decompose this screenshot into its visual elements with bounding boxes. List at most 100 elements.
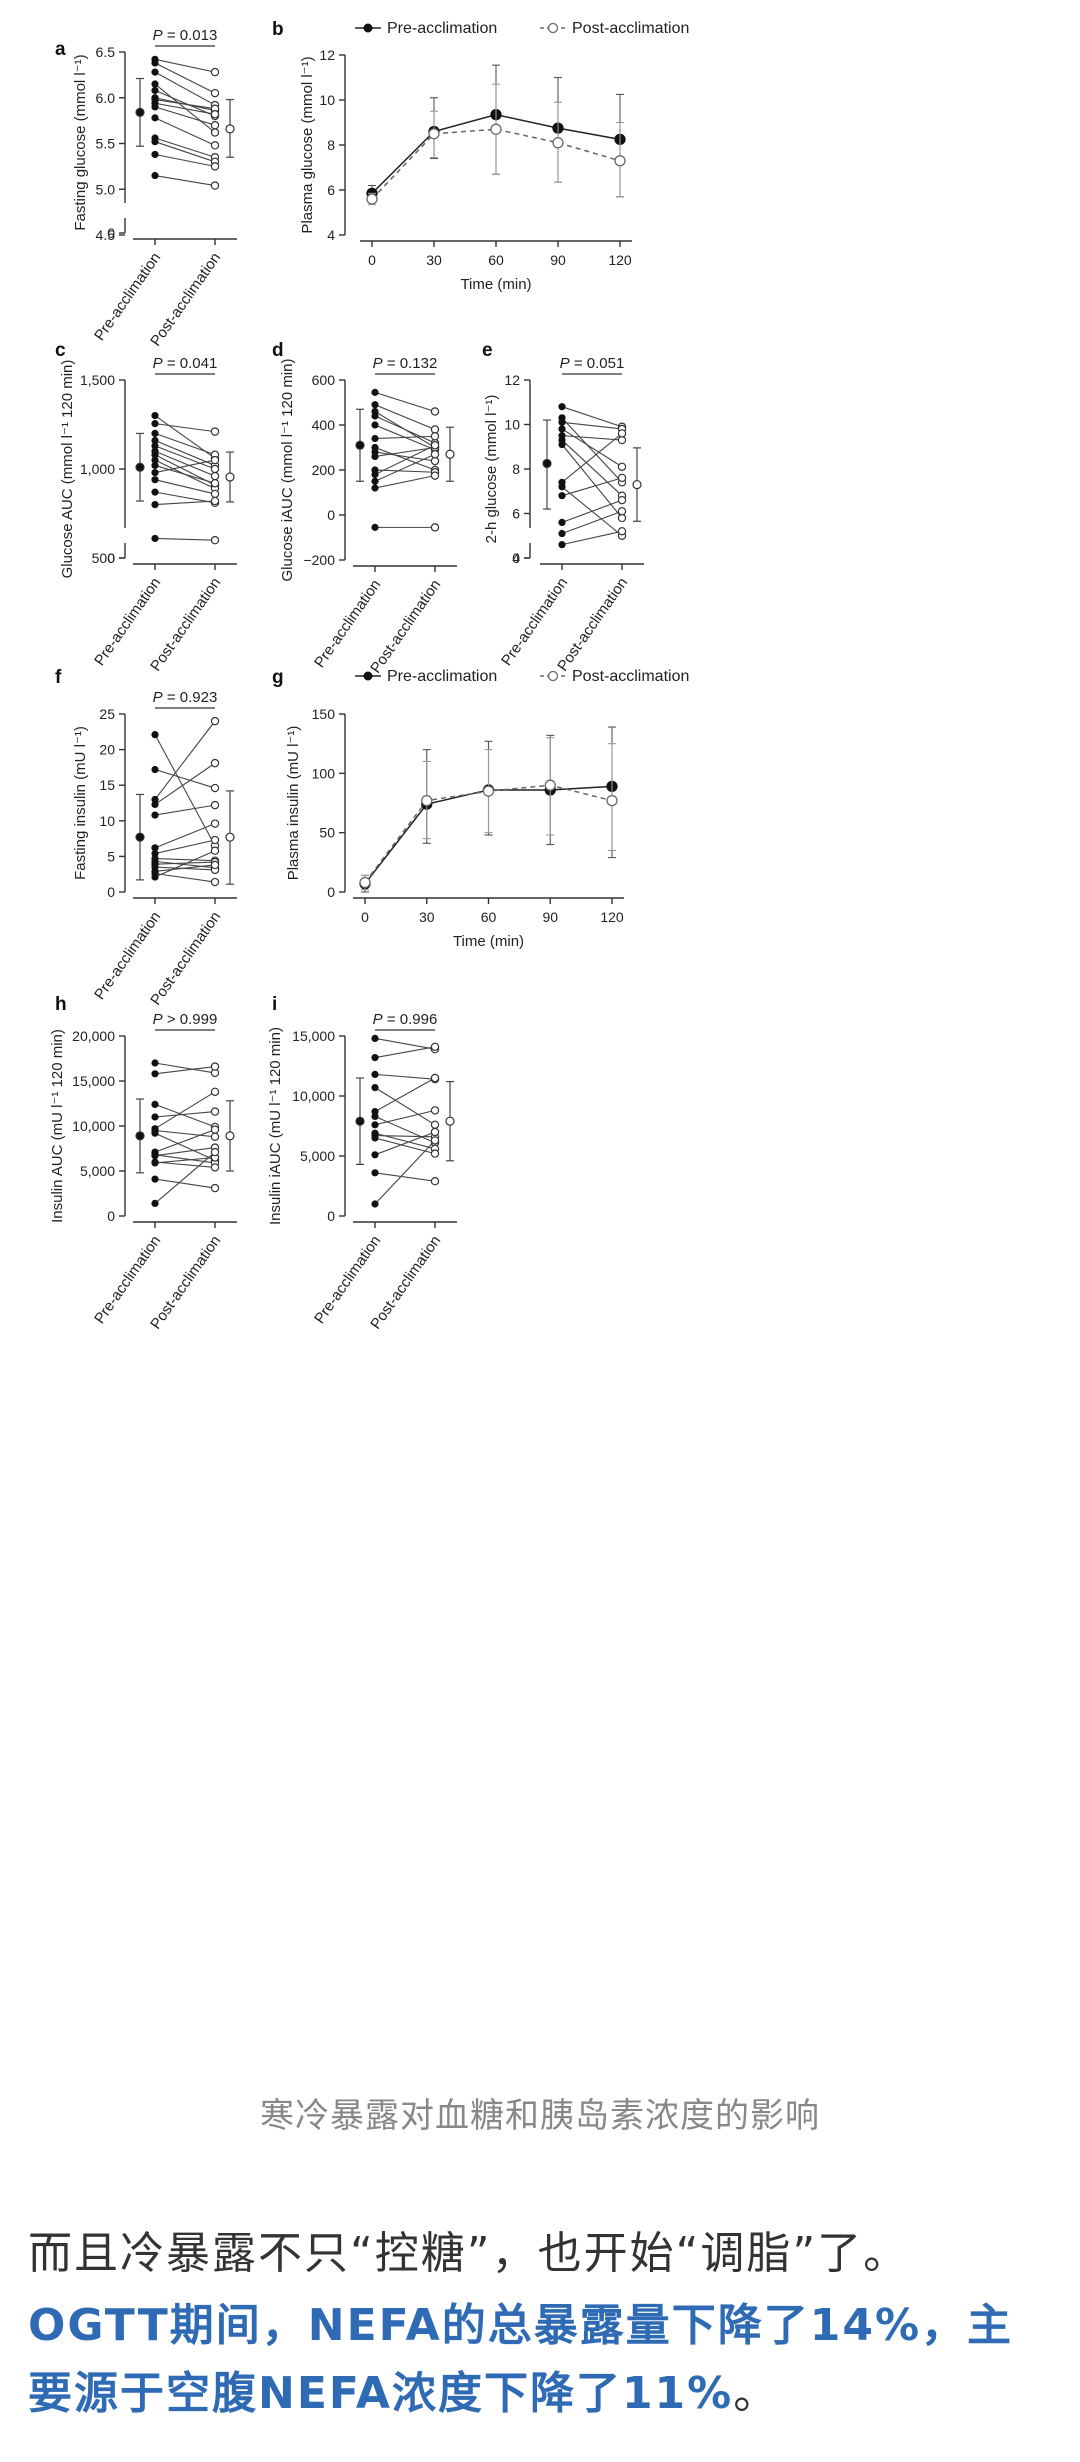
pre-point (151, 468, 159, 477)
post-point (210, 877, 220, 887)
panel-i: i 0 5,000 10,000 15,000 Insulin iAUC (mU l⁻¹ … (267, 994, 457, 1332)
pair-line (561, 406, 623, 428)
y-tick-label: 10,000 (72, 1118, 115, 1134)
pair-line (154, 102, 216, 115)
pair-line (154, 1161, 216, 1168)
pre-point (371, 1054, 379, 1062)
panel-a: a 04.5 5.0 5.5 6.0 6.5 Fasting glucose (mmol l… (55, 27, 237, 349)
pre-point (151, 844, 159, 852)
pre-point (151, 1059, 159, 1067)
pre-mean-point (355, 1116, 365, 1126)
pair-line (154, 1091, 216, 1130)
post-point (210, 860, 220, 870)
y-tick-label: 15 (99, 777, 115, 793)
pre-point (558, 425, 566, 433)
post-point (210, 141, 220, 150)
post-point (430, 471, 440, 480)
pair-line (154, 769, 216, 789)
y-tick-label: 6 (512, 506, 520, 522)
y-tick-label: 150 (312, 706, 336, 722)
y-tick-label: 5 (107, 848, 115, 864)
post-point (210, 758, 220, 768)
post-mean-point (445, 449, 455, 459)
y-tick-label: 0 (107, 1208, 115, 1224)
pre-point (151, 412, 159, 420)
post-point (430, 1073, 440, 1083)
pre-point (151, 1175, 159, 1183)
legend-post-marker (547, 22, 559, 34)
y-tick-label: 6.0 (96, 90, 116, 106)
pair-line (374, 475, 436, 489)
pre-point (151, 1113, 159, 1121)
pair-line (374, 404, 436, 431)
p-value-label: P = 0.132 (373, 355, 438, 372)
pre-point (151, 731, 159, 739)
pair-line (154, 459, 216, 474)
post-point (359, 876, 371, 889)
post-point (210, 1125, 220, 1134)
y-axis-label: Plasma insulin (mU l⁻¹) (285, 726, 302, 881)
pair-line (561, 530, 623, 546)
y-tick-label: 200 (312, 462, 336, 478)
pre-point (151, 1129, 159, 1137)
pair-line (561, 421, 623, 430)
x-axis-label: Time (min) (453, 933, 524, 950)
y-tick-label: 500 (92, 550, 116, 566)
pair-line (154, 71, 216, 106)
pair-line (374, 1087, 436, 1126)
y-tick-label: 0 (512, 550, 520, 566)
pre-point (151, 811, 159, 819)
post-point (617, 462, 627, 471)
post-point (210, 536, 220, 545)
post-point (617, 507, 627, 516)
pair-line (154, 62, 216, 94)
paragraph-1: 而且冷暴露不只“控糖”，也开始“调脂”了。 (28, 2228, 910, 2279)
pair-line (154, 1066, 216, 1075)
y-tick-label: 600 (312, 372, 336, 388)
pair-line (374, 1109, 436, 1126)
y-axis-label: Glucose iAUC (mmol l⁻¹ 120 min) (279, 359, 296, 582)
pair-line (154, 432, 216, 456)
post-point (210, 120, 220, 130)
y-axis-label: Insulin iAUC (mU l⁻¹ 120 min) (267, 1027, 284, 1225)
x-tick-label: 60 (488, 252, 504, 268)
pair-line (154, 137, 216, 158)
post-point (210, 846, 220, 855)
pre-point (371, 412, 379, 420)
x-tick-label: 30 (419, 909, 435, 925)
x-tick-label: 30 (426, 252, 442, 268)
post-point (430, 425, 440, 434)
legend-pre-label: Pre-acclimation (387, 20, 497, 37)
post-point (210, 1147, 220, 1157)
x-tick-label: 120 (600, 909, 624, 925)
y-tick-label: 50 (319, 825, 335, 841)
p-rest: = 0.132 (383, 355, 438, 372)
pair-line (154, 1154, 216, 1164)
pre-mean-point (135, 1131, 145, 1141)
x-tick-label: 60 (481, 909, 497, 925)
p-italic: P (153, 1011, 163, 1028)
pair-line (154, 445, 216, 470)
y-tick-label: 5,000 (80, 1163, 115, 1179)
figure-caption: 寒冷暴露对血糖和胰岛素浓度的影响 (260, 2096, 820, 2136)
p-value-label: P > 0.999 (153, 1011, 218, 1028)
pair-line (154, 872, 216, 883)
pair-line (154, 464, 216, 484)
y-tick-label: 4.5 (96, 227, 116, 243)
pre-point (558, 440, 566, 449)
y-axis-label: Insulin AUC (mU l⁻¹ 120 min) (49, 1029, 66, 1223)
legend-pre-marker (363, 23, 373, 33)
pair-line (154, 839, 216, 855)
y-tick-label: 6.5 (96, 44, 116, 60)
pre-point (151, 80, 159, 88)
pair-line (154, 423, 216, 433)
x-tick-label: 0 (361, 909, 369, 925)
p-rest: > 0.999 (163, 1011, 218, 1028)
post-point (430, 1149, 440, 1158)
y-axis-label: Fasting insulin (mU l⁻¹) (72, 726, 89, 880)
pair-line (374, 1140, 436, 1205)
post-point (430, 441, 440, 450)
